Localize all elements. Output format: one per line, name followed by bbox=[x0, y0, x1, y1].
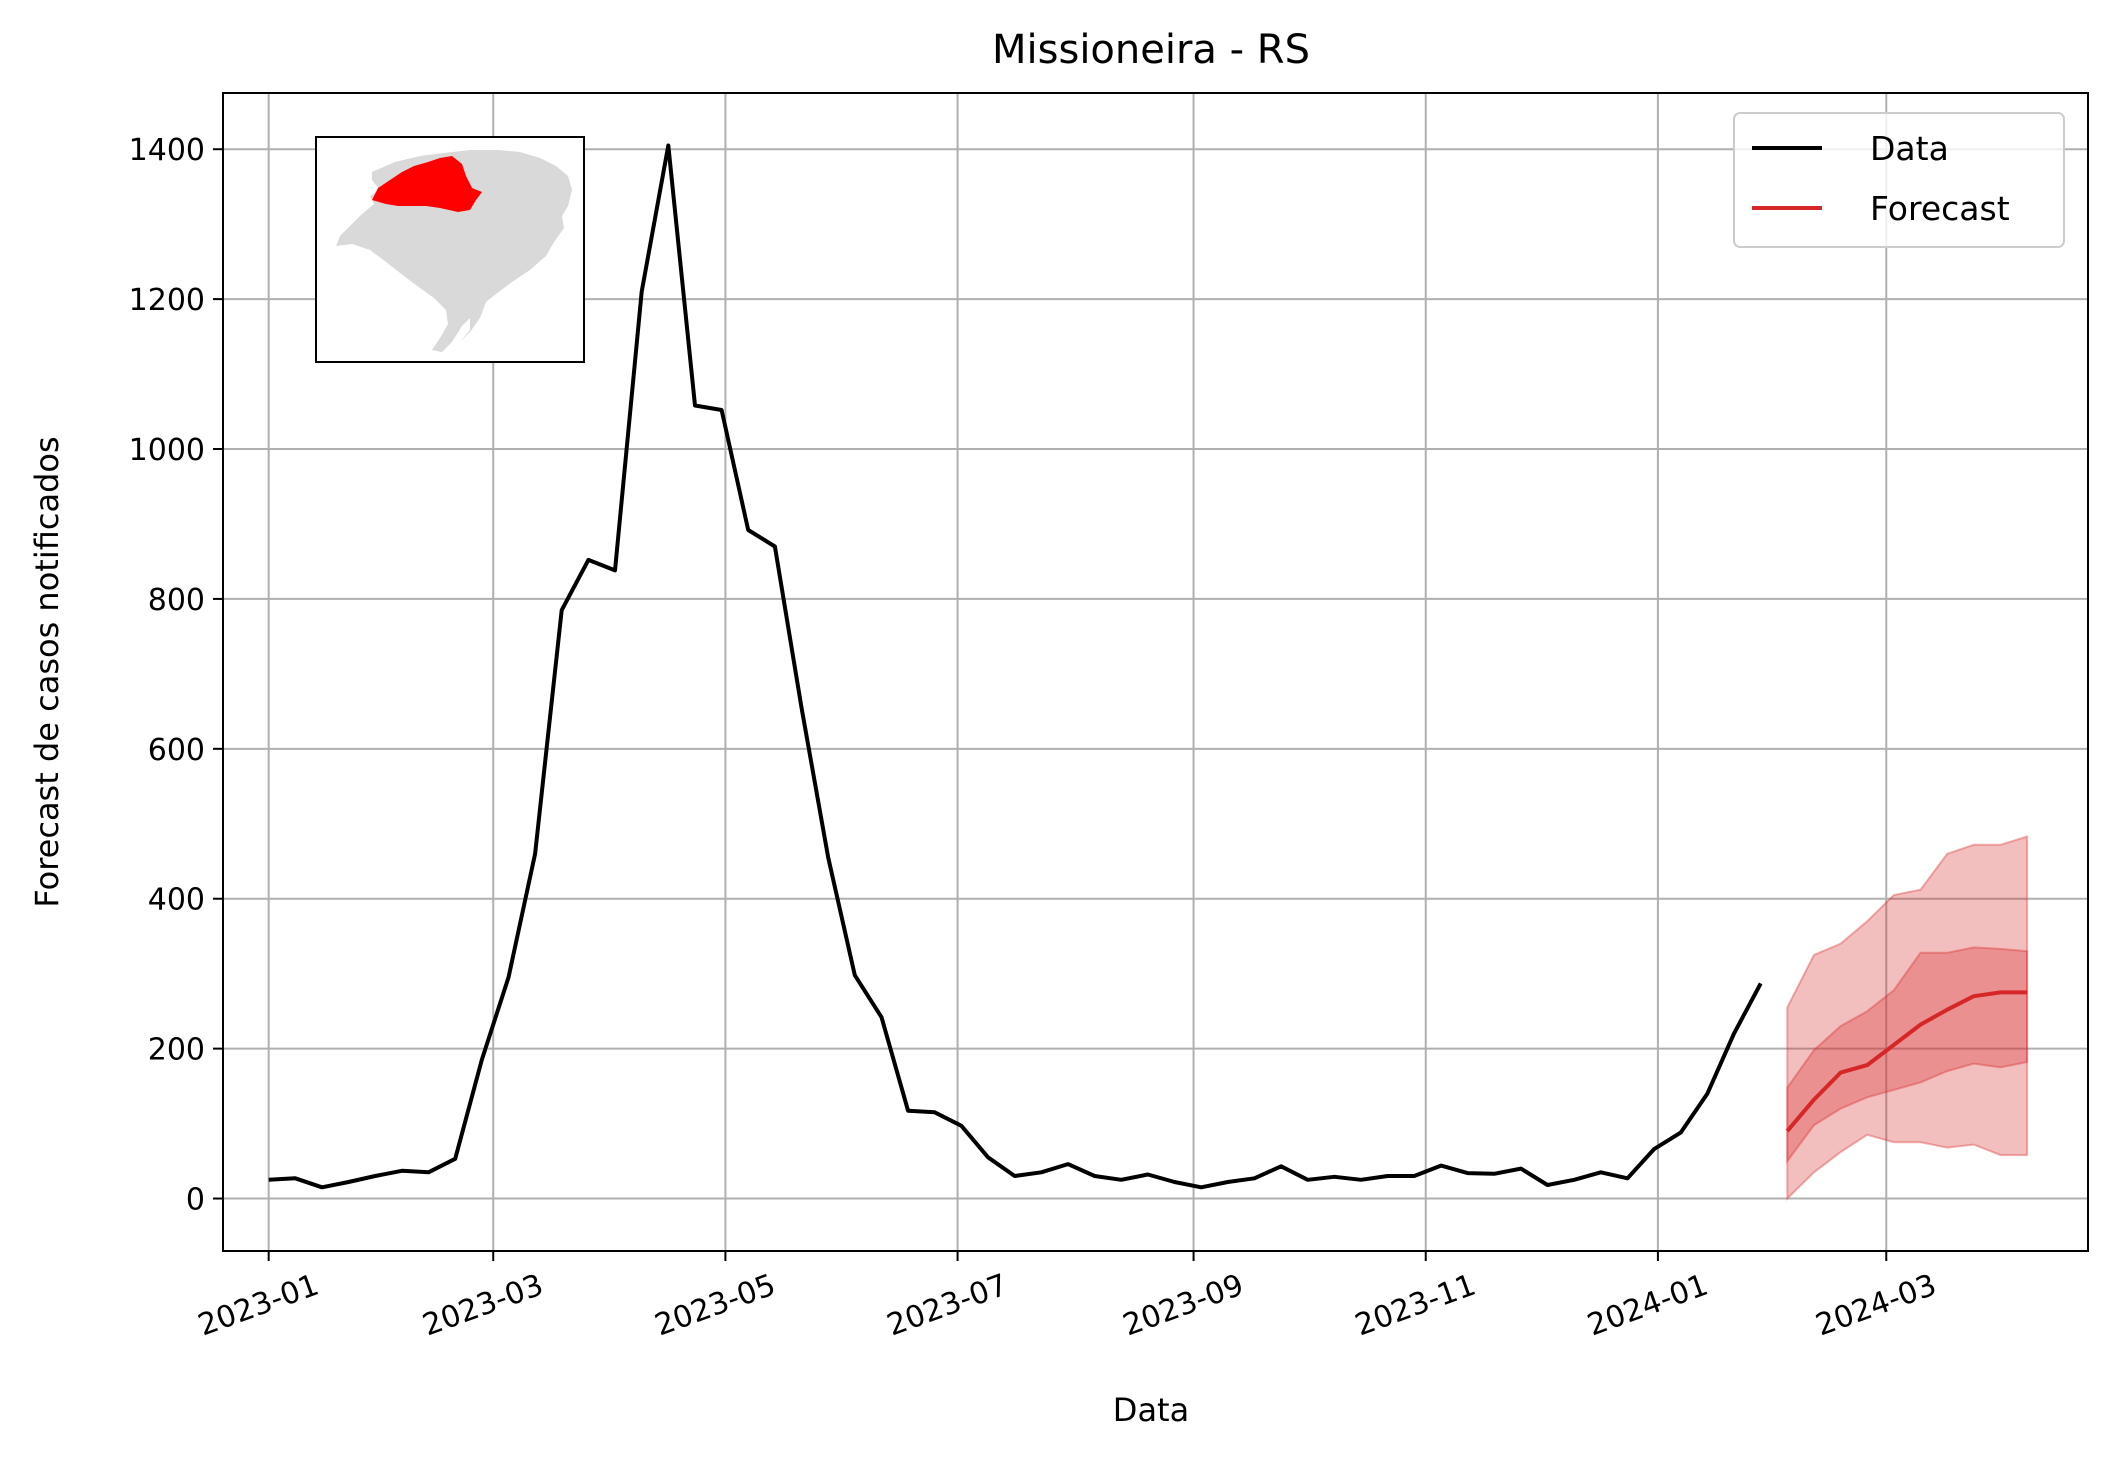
chart-title: Missioneira - RS bbox=[992, 27, 1310, 73]
y-tick-label: 800 bbox=[148, 583, 205, 618]
legend-label-forecast: Forecast bbox=[1870, 189, 2010, 228]
series-lines bbox=[268, 143, 2028, 1190]
y-tick-label: 1000 bbox=[129, 433, 205, 468]
y-axis-label: Forecast de casos notificados bbox=[28, 436, 66, 907]
inset-map bbox=[315, 136, 585, 363]
y-tick-label: 400 bbox=[148, 883, 205, 918]
y-tick-label: 0 bbox=[186, 1183, 205, 1218]
y-tick-label: 600 bbox=[148, 733, 205, 768]
forecast-series-line bbox=[1785, 990, 2028, 1133]
y-tick-label: 200 bbox=[148, 1033, 205, 1068]
inset-map-highlight bbox=[372, 156, 482, 212]
y-tick-label: 1200 bbox=[129, 283, 205, 318]
legend-label-data: Data bbox=[1870, 129, 1949, 168]
plot-frame bbox=[222, 92, 2089, 1252]
y-axis: 0 200 400 600 800 1000 1200 1400 bbox=[129, 133, 223, 1218]
data-series-line bbox=[268, 143, 1763, 1190]
forecast-band-90 bbox=[1786, 835, 2029, 1201]
legend: Data Forecast bbox=[1733, 112, 2065, 248]
x-axis-label: Data bbox=[1113, 1391, 1189, 1429]
y-tick-label: 1400 bbox=[129, 133, 205, 168]
